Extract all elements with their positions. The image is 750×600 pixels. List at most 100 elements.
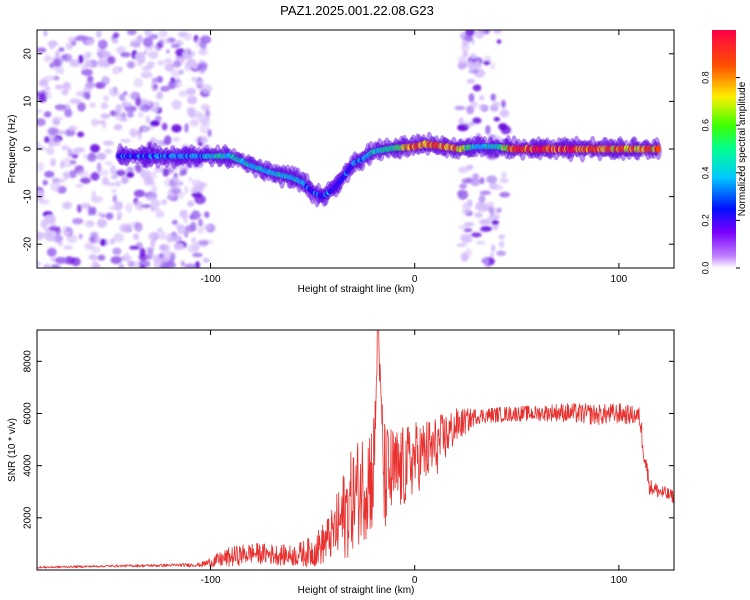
noise-blob (44, 214, 56, 224)
noise-blob (129, 91, 139, 100)
noise-blob (186, 58, 198, 69)
noise-blob (162, 168, 170, 177)
noise-blob (113, 123, 123, 131)
noise-blob (474, 212, 483, 218)
noise-blob (142, 127, 148, 132)
snr-frame (36, 329, 675, 571)
noise-blob (154, 115, 162, 123)
noise-blob (191, 237, 196, 243)
spectrogram-y-axis: -20 -10 0 10 20 (23, 48, 674, 252)
noise-blob (487, 206, 495, 212)
noise-blob (492, 101, 501, 107)
noise-blob (84, 220, 95, 228)
y-tick-label: 10 (23, 95, 34, 107)
noise-blob (127, 61, 135, 69)
noise-blob (87, 153, 97, 162)
y-tick-label: 8000 (23, 350, 34, 373)
noise-blob (44, 91, 52, 100)
x-tick-label: 100 (611, 575, 628, 586)
noise-blob (104, 161, 113, 166)
noise-blob (485, 125, 491, 135)
noise-blob (146, 195, 158, 202)
noise-blob (477, 202, 489, 212)
noise-blob (134, 222, 143, 233)
noise-blob (69, 59, 81, 68)
noise-blob (86, 75, 94, 83)
noise-blob (172, 137, 181, 142)
noise-blob (112, 194, 118, 203)
noise-blob (184, 123, 189, 133)
colorbar: 0.0 0.2 0.4 0.6 0.8 Normalized spectral ampl… (700, 30, 748, 274)
noise-blob (61, 157, 73, 168)
noise-blob (184, 263, 197, 268)
noise-blob (76, 169, 89, 178)
noise-blob (200, 103, 211, 112)
noise-blob (173, 177, 179, 184)
x-tick-label: 100 (611, 274, 628, 285)
noise-blob (488, 214, 501, 220)
noise-blob (191, 191, 203, 198)
noise-blob (82, 91, 91, 100)
noise-blob (158, 252, 164, 259)
noise-blob (69, 160, 77, 165)
noise-blob (103, 95, 109, 102)
noise-blob (148, 51, 159, 59)
noise-blob (146, 253, 152, 261)
noise-blob (50, 158, 56, 167)
noise-blob (185, 87, 196, 96)
noise-blob (87, 206, 93, 216)
noise-blob (44, 56, 56, 61)
noise-blob (461, 178, 473, 184)
noise-blob (460, 233, 472, 241)
y-tick-label: -20 (23, 237, 34, 252)
noise-blob (129, 128, 138, 138)
noise-blob (113, 232, 124, 243)
snr-series-line (37, 330, 674, 569)
noise-blob (130, 39, 135, 47)
noise-blob (52, 57, 63, 68)
page-title: PAZ1.2025.001.22.08.G23 (280, 3, 434, 18)
noise-blob (170, 186, 182, 194)
noise-blob (499, 191, 511, 198)
noise-blob (122, 102, 132, 107)
noise-blob (457, 56, 468, 65)
noise-blob (100, 113, 111, 119)
noise-blob (53, 234, 63, 243)
noise-blob (156, 75, 164, 84)
noise-blob (153, 159, 163, 164)
noise-blob (198, 48, 208, 56)
x-tick-label: -100 (201, 575, 221, 586)
noise-blob (75, 35, 88, 41)
noise-blob (143, 104, 150, 110)
noise-blob (49, 264, 61, 268)
noise-blob (96, 162, 102, 172)
noise-blob (37, 261, 41, 267)
noise-blob (37, 109, 43, 114)
noise-blob (162, 38, 170, 45)
noise-blob (80, 177, 91, 184)
noise-blob (61, 89, 69, 96)
noise-blob (85, 81, 96, 89)
spectrogram-x-axis: -100 0 100 (201, 30, 628, 285)
noise-blob (55, 256, 67, 265)
noise-blob (489, 211, 495, 216)
noise-blob (486, 175, 498, 184)
noise-blob (45, 147, 55, 155)
noise-blob (95, 236, 101, 244)
ridge-blobs (115, 131, 662, 208)
noise-blob (64, 231, 70, 237)
noise-blob (164, 58, 173, 64)
noise-blob (129, 105, 137, 112)
noise-blob (472, 173, 480, 180)
noise-blob (151, 77, 157, 83)
noise-blob (62, 171, 71, 180)
noise-blob (475, 133, 482, 143)
x-tick-label: -100 (201, 274, 221, 285)
noise-blob (493, 184, 504, 191)
y-tick-label: 4000 (23, 454, 34, 477)
noise-blob (77, 131, 85, 138)
noise-blob (178, 172, 185, 177)
noise-blob (190, 187, 199, 193)
noise-blob (149, 120, 160, 127)
